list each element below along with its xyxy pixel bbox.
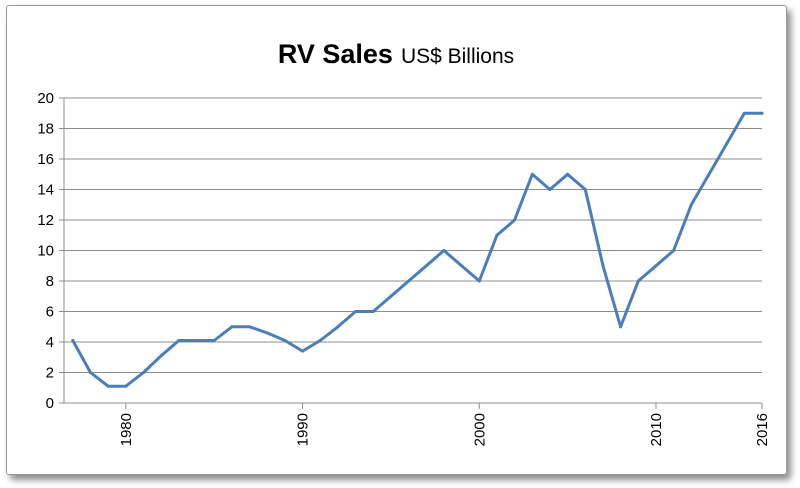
data-point bbox=[142, 371, 146, 374]
data-point bbox=[336, 325, 340, 329]
data-point bbox=[477, 279, 481, 283]
y-tick-label: 10 bbox=[37, 243, 54, 260]
data-point bbox=[371, 310, 375, 313]
data-point bbox=[707, 172, 711, 176]
data-point bbox=[742, 111, 746, 115]
data-point bbox=[71, 338, 75, 342]
data-point bbox=[442, 249, 446, 252]
y-tick-label: 6 bbox=[46, 304, 54, 321]
data-point bbox=[195, 338, 199, 342]
data-point bbox=[124, 384, 128, 388]
y-tick-label: 16 bbox=[37, 151, 54, 168]
data-point bbox=[760, 111, 764, 115]
y-tick-label: 14 bbox=[37, 182, 54, 199]
x-tick-label: 2016 bbox=[754, 413, 771, 446]
data-point bbox=[177, 338, 181, 342]
chart-area: RV Sales US$ Billions 0 2 4 6 8 10 12 14 16 18 20 1… bbox=[6, 5, 787, 475]
data-point bbox=[248, 325, 252, 329]
data-point bbox=[265, 331, 269, 335]
data-point bbox=[654, 264, 658, 268]
data-point bbox=[159, 354, 163, 358]
data-point bbox=[583, 188, 587, 191]
data-point bbox=[460, 264, 464, 268]
y-tick-label: 12 bbox=[37, 212, 54, 229]
y-tick-label: 0 bbox=[46, 395, 54, 412]
series bbox=[71, 111, 764, 388]
chart-title: RV Sales US$ Billions bbox=[278, 39, 514, 69]
x-tick-label: 1980 bbox=[118, 413, 135, 446]
data-point bbox=[619, 325, 623, 329]
title-subtitle: US$ Billions bbox=[401, 45, 514, 68]
data-point bbox=[424, 264, 428, 268]
data-point bbox=[389, 294, 393, 298]
data-point bbox=[725, 142, 729, 146]
y-tick-label: 4 bbox=[46, 334, 54, 351]
data-point bbox=[354, 310, 358, 313]
data-point bbox=[301, 349, 305, 353]
data-point bbox=[513, 218, 517, 222]
x-tick-label: 2000 bbox=[471, 413, 488, 446]
x-tick-label: 2010 bbox=[648, 413, 665, 446]
data-point bbox=[407, 279, 411, 283]
data-point bbox=[106, 384, 110, 388]
data-point bbox=[230, 325, 234, 329]
data-point bbox=[548, 188, 552, 191]
x-tick-label: 1990 bbox=[295, 413, 312, 446]
data-point bbox=[89, 371, 93, 374]
y-tick-labels: 0 2 4 6 8 10 12 14 16 18 20 bbox=[37, 90, 54, 412]
data-point bbox=[318, 338, 322, 342]
data-point bbox=[601, 264, 605, 268]
data-point bbox=[566, 172, 570, 176]
y-tick-label: 20 bbox=[37, 90, 54, 107]
data-point bbox=[636, 279, 640, 283]
y-tick-label: 8 bbox=[46, 273, 54, 290]
line-chart: RV Sales US$ Billions 0 2 4 6 8 10 12 14 16 18 20 1… bbox=[37, 39, 771, 446]
data-point bbox=[530, 172, 534, 176]
x-tick-labels: 1980 1990 2000 2010 2016 bbox=[118, 413, 771, 446]
axes bbox=[59, 97, 763, 409]
data-point bbox=[212, 338, 216, 342]
title-main: RV Sales bbox=[278, 39, 393, 69]
data-point bbox=[689, 203, 693, 207]
y-tick-label: 2 bbox=[46, 365, 54, 382]
y-tick-label: 18 bbox=[37, 121, 54, 138]
data-point bbox=[495, 233, 499, 237]
gridlines bbox=[64, 97, 762, 373]
data-point bbox=[672, 249, 676, 252]
rv-sales-line bbox=[71, 111, 764, 388]
data-point bbox=[283, 338, 287, 342]
